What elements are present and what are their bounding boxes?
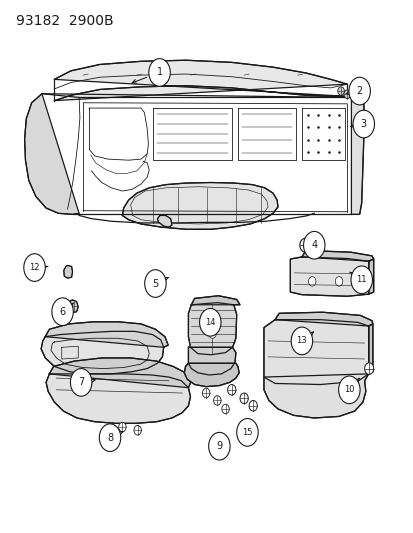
Text: 9: 9 <box>216 441 222 451</box>
Polygon shape <box>274 312 372 326</box>
Circle shape <box>343 90 350 99</box>
Polygon shape <box>368 259 373 294</box>
Circle shape <box>145 270 166 297</box>
Circle shape <box>338 376 359 403</box>
Polygon shape <box>351 98 364 214</box>
Polygon shape <box>368 324 372 374</box>
Circle shape <box>99 424 121 451</box>
Circle shape <box>208 328 216 338</box>
Polygon shape <box>188 348 235 375</box>
Circle shape <box>299 238 310 252</box>
Circle shape <box>350 266 372 294</box>
Circle shape <box>208 432 230 460</box>
Polygon shape <box>49 358 191 387</box>
Polygon shape <box>301 251 373 261</box>
Circle shape <box>348 77 370 105</box>
Circle shape <box>249 400 257 411</box>
Polygon shape <box>184 364 239 386</box>
Circle shape <box>134 425 141 435</box>
Circle shape <box>335 277 342 286</box>
Polygon shape <box>41 332 163 374</box>
Circle shape <box>308 277 315 286</box>
Polygon shape <box>290 257 368 296</box>
Text: 7: 7 <box>78 377 84 387</box>
Polygon shape <box>54 60 347 101</box>
Text: 2: 2 <box>356 86 362 96</box>
Circle shape <box>303 231 324 259</box>
Polygon shape <box>263 320 368 384</box>
Text: 1: 1 <box>156 68 162 77</box>
Circle shape <box>119 422 126 432</box>
Circle shape <box>202 388 209 398</box>
Circle shape <box>213 395 221 405</box>
Text: 8: 8 <box>107 433 113 443</box>
Polygon shape <box>45 322 168 348</box>
Polygon shape <box>191 296 240 305</box>
Circle shape <box>364 363 373 374</box>
Circle shape <box>24 254 45 281</box>
Circle shape <box>352 110 374 138</box>
Polygon shape <box>46 374 190 423</box>
Circle shape <box>52 298 73 326</box>
Text: 4: 4 <box>311 240 317 250</box>
Text: 93182  2900B: 93182 2900B <box>17 14 114 28</box>
Text: 11: 11 <box>356 275 366 284</box>
Text: 12: 12 <box>29 263 40 272</box>
Circle shape <box>227 384 235 395</box>
Circle shape <box>290 327 312 355</box>
Text: 10: 10 <box>343 385 354 394</box>
Text: 13: 13 <box>296 336 306 345</box>
Polygon shape <box>188 303 236 355</box>
Text: 3: 3 <box>360 119 366 129</box>
Circle shape <box>236 418 258 446</box>
Polygon shape <box>24 94 79 214</box>
Circle shape <box>199 309 221 336</box>
Circle shape <box>337 87 344 95</box>
Polygon shape <box>157 215 171 227</box>
Text: 5: 5 <box>152 279 158 288</box>
Polygon shape <box>69 300 78 313</box>
Polygon shape <box>122 182 277 229</box>
Text: 14: 14 <box>204 318 215 327</box>
Polygon shape <box>64 265 72 278</box>
Text: 6: 6 <box>59 306 66 317</box>
Circle shape <box>240 393 248 403</box>
Circle shape <box>148 59 170 86</box>
Circle shape <box>70 368 92 396</box>
Text: 15: 15 <box>242 428 252 437</box>
Polygon shape <box>263 374 368 418</box>
Circle shape <box>221 404 229 414</box>
